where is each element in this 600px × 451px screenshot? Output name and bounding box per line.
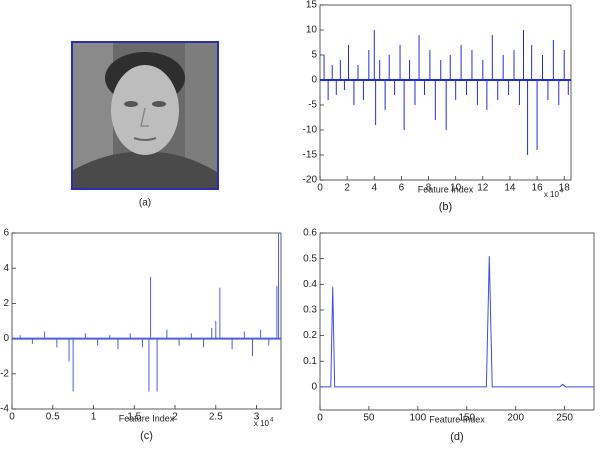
x-tick-label: 6 [399,183,405,194]
x-tick-label: 50 [363,413,375,424]
y-tick-label: 0 [3,333,9,344]
x-multiplier: x 10 [254,419,270,428]
x-tick-label: 1 [91,412,97,423]
y-tick-label: 0.6 [303,228,317,239]
x-tick-label: 3 [254,412,260,423]
y-tick-label: 2 [3,298,9,309]
x-tick-label: 2 [344,183,350,194]
x-axis-label: Feature Index [119,413,175,423]
y-tick-label: -4 [0,404,9,415]
caption: (c) [140,430,153,442]
plot-frame [319,4,572,181]
x-tick-label: 0 [9,412,15,423]
x-tick-label: 2.5 [209,412,223,423]
caption: (b) [439,201,452,213]
plot-frame [319,232,595,411]
x-tick-label: 100 [410,413,427,424]
y-tick-label: 0.3 [303,305,317,316]
x-tick-label: 14 [504,183,516,194]
y-tick-label: 0.4 [303,279,317,290]
y-tick-label: 4 [3,263,9,274]
x-tick-label: 1.5 [127,412,141,423]
y-tick-label: 0.5 [303,253,317,264]
y-tick-label: 5 [311,50,317,61]
y-tick-label: 0.1 [303,356,317,367]
x-axis-label: Feature Index [418,184,474,194]
x-tick-label: 0 [317,413,323,424]
x-multiplier-exponent: 4 [560,189,564,195]
line [320,256,594,388]
y-tick-label: 0.2 [303,330,317,341]
x-tick-label: 0.5 [46,412,60,423]
x-tick-label: 0 [317,183,323,194]
y-tick-label: -2 [0,368,9,379]
x-multiplier: x 10 [544,190,560,199]
x-tick-label: 10 [450,183,462,194]
x-tick-label: 12 [477,183,489,194]
x-axis-label: Feature Index [429,414,485,424]
plot-frame [11,232,282,410]
y-tick-label: 6 [3,228,9,239]
x-multiplier-exponent: 4 [270,418,274,424]
x-tick-label: 8 [426,183,432,194]
x-tick-label: 18 [559,183,571,194]
y-tick-label: -10 [303,125,318,136]
x-tick-label: 250 [556,413,573,424]
y-tick-label: 0 [311,75,317,86]
x-tick-label: 2 [172,412,178,423]
y-tick-label: -15 [303,150,318,161]
face-photo [71,41,219,190]
caption: (d) [450,431,463,443]
x-tick-label: 4 [371,183,377,194]
y-tick-label: -20 [303,175,318,186]
x-tick-label: 150 [458,413,475,424]
y-tick-label: 15 [306,0,318,11]
y-tick-label: -5 [308,100,317,111]
y-tick-label: 10 [306,25,318,36]
x-tick-label: 200 [507,413,524,424]
x-tick-label: 16 [532,183,544,194]
y-tick-label: 0 [311,382,317,393]
caption: (a) [139,198,151,209]
